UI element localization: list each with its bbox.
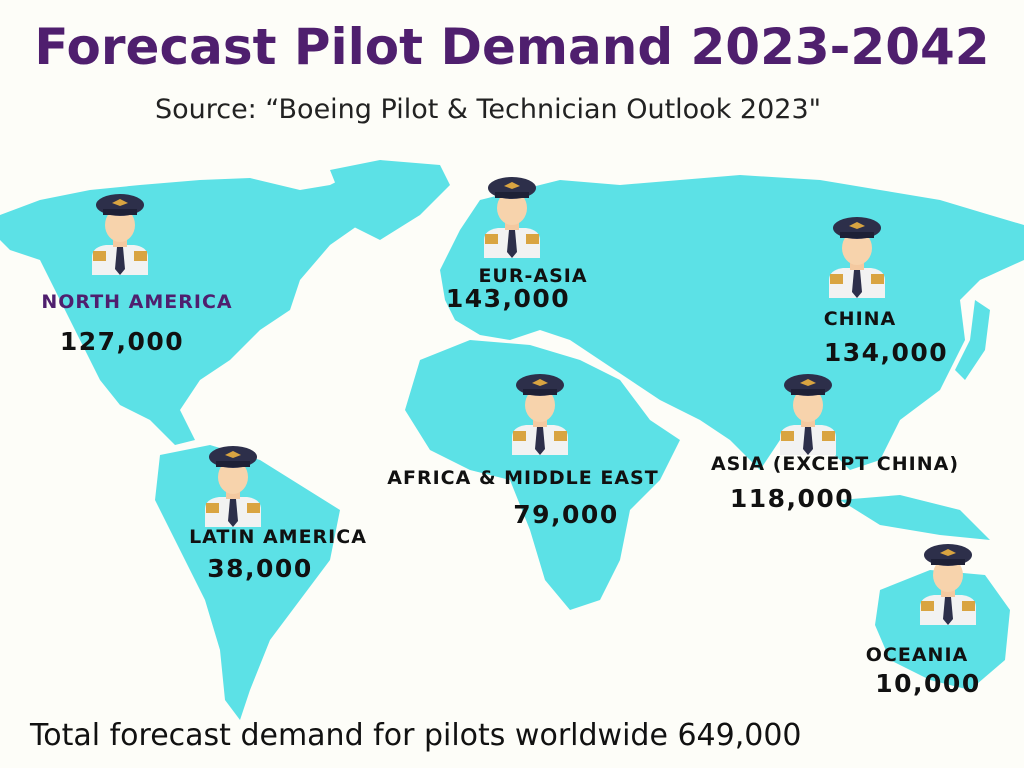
region-name: ASIA (EXCEPT CHINA): [711, 453, 959, 475]
pilot-icon: [205, 446, 261, 527]
epaulette: [526, 234, 539, 244]
region-value: 10,000: [875, 669, 980, 698]
region-name: OCEANIA: [866, 644, 968, 666]
face: [793, 388, 823, 422]
region-value: 143,000: [446, 284, 570, 313]
epaulette: [554, 431, 567, 441]
epaulette: [781, 431, 794, 441]
region-name: LATIN AMERICA: [189, 526, 367, 548]
cap-band: [840, 232, 874, 238]
region-value: 127,000: [60, 327, 184, 356]
epaulette: [247, 503, 260, 513]
epaulette: [830, 274, 843, 284]
japan: [955, 300, 990, 380]
region-name: AFRICA & MIDDLE EAST: [387, 467, 658, 489]
cap-badge: [112, 199, 128, 206]
south-america: [155, 445, 340, 720]
cap-band: [103, 209, 137, 215]
epaulette: [513, 431, 526, 441]
region-value: 38,000: [207, 554, 312, 583]
face: [842, 231, 872, 265]
tie: [852, 270, 862, 298]
region-name: CHINA: [824, 308, 897, 330]
world-map: [0, 160, 1024, 720]
cap-badge: [532, 379, 548, 386]
cap-badge: [225, 451, 241, 458]
epaulette: [962, 601, 975, 611]
epaulette: [871, 274, 884, 284]
region-value: 134,000: [824, 338, 948, 367]
epaulette: [485, 234, 498, 244]
australia: [875, 570, 1010, 690]
total: Total forecast demand for pilots worldwi…: [29, 718, 802, 753]
tie: [507, 230, 517, 258]
face: [105, 208, 135, 242]
southeast-asia: [840, 495, 990, 540]
tie: [535, 427, 545, 455]
cap-badge: [940, 549, 956, 556]
cap-band: [791, 389, 825, 395]
region-value: 79,000: [513, 500, 618, 529]
pilot-icon: [92, 194, 148, 275]
cap-band: [523, 389, 557, 395]
cap-band: [495, 192, 529, 198]
cap-band: [216, 461, 250, 467]
pilot-icon: [484, 177, 540, 258]
africa: [405, 340, 680, 610]
pilot-icon: [512, 374, 568, 455]
eurasia: [440, 175, 1024, 470]
tie: [115, 247, 125, 275]
cap-badge: [504, 182, 520, 189]
epaulette: [822, 431, 835, 441]
face: [525, 388, 555, 422]
pilot-icon: [829, 217, 885, 298]
tie: [803, 427, 813, 455]
title: Forecast Pilot Demand 2023-2042: [34, 18, 989, 76]
epaulette: [921, 601, 934, 611]
cap-band: [931, 559, 965, 565]
cap-badge: [849, 222, 865, 229]
cap-badge: [800, 379, 816, 386]
face: [218, 460, 248, 494]
north-america: [0, 170, 400, 445]
epaulette: [206, 503, 219, 513]
source: Source: “Boeing Pilot & Technician Outlo…: [155, 94, 821, 125]
tie: [943, 597, 953, 625]
pilot-icon: [920, 544, 976, 625]
face: [933, 558, 963, 592]
epaulette: [93, 251, 106, 261]
pilot-icon: [780, 374, 836, 455]
region-value: 118,000: [730, 484, 854, 513]
region-name: EUR-ASIA: [478, 265, 587, 287]
tie: [228, 499, 238, 527]
epaulette: [134, 251, 147, 261]
face: [497, 191, 527, 225]
region-name: NORTH AMERICA: [41, 291, 232, 313]
greenland: [330, 160, 450, 240]
